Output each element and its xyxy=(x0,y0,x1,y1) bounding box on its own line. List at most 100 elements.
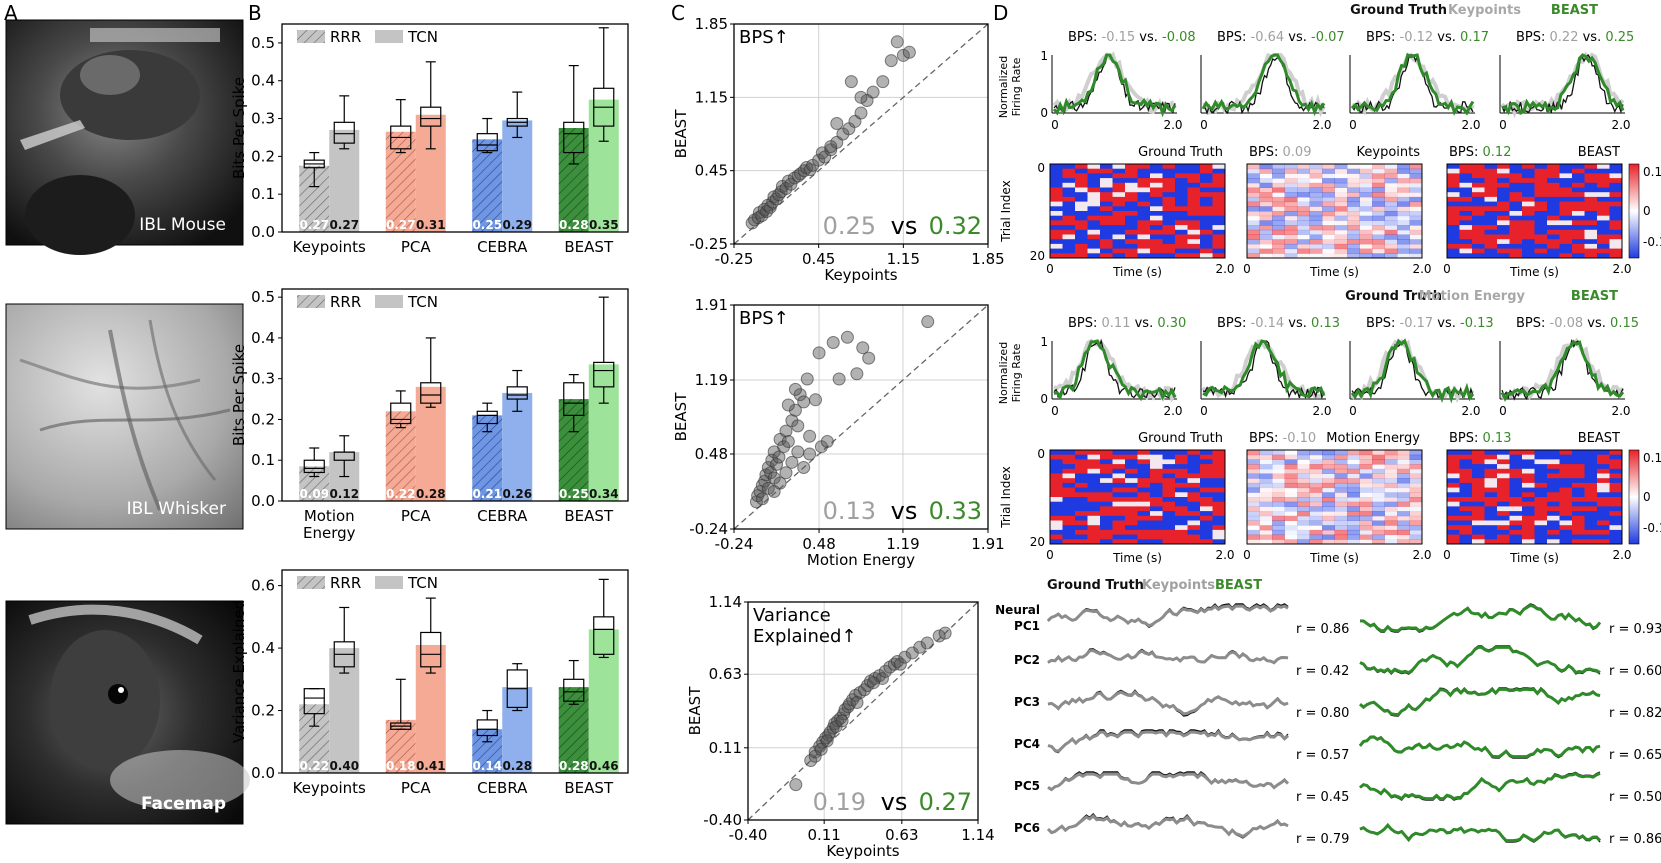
heat-cell xyxy=(1559,201,1573,207)
heat-cell xyxy=(1125,220,1138,226)
scatter-point xyxy=(850,367,864,381)
pc-legend-ground-truth: Ground Truth xyxy=(1047,578,1144,593)
heat-cell xyxy=(1075,173,1088,179)
heat-cell xyxy=(1087,482,1101,489)
scatter-point xyxy=(830,117,844,131)
heat-cell xyxy=(1472,478,1485,484)
heat-cell xyxy=(1509,192,1523,198)
heat-cell xyxy=(1309,225,1323,231)
heat-cell xyxy=(1175,234,1188,240)
heat-cell xyxy=(1447,178,1460,184)
bps-prefix: BPS: xyxy=(1366,30,1400,45)
heat-cell xyxy=(1522,492,1535,498)
heat-cell xyxy=(1447,492,1460,498)
heat-cell xyxy=(1522,173,1535,179)
x-tick-label: 0.48 xyxy=(802,535,835,553)
heat-cell xyxy=(1597,234,1610,240)
heat-cell xyxy=(1447,473,1460,479)
heat-cell xyxy=(1322,178,1335,184)
heat-cell xyxy=(1509,473,1523,479)
axes-frame xyxy=(281,288,629,502)
heat-cell xyxy=(1459,196,1473,203)
heat-cell xyxy=(1297,511,1310,517)
y-tick-label: 0.45 xyxy=(695,162,728,180)
heat-cell xyxy=(1572,201,1585,207)
heat-cell xyxy=(1272,534,1285,540)
box xyxy=(420,382,442,404)
heat-bps-value: 0.12 xyxy=(1483,145,1512,160)
heat-cell xyxy=(1112,539,1126,545)
heat-cell xyxy=(1472,187,1485,193)
heat-cell xyxy=(1384,468,1398,474)
heat-cell xyxy=(1272,497,1285,503)
heat-cell xyxy=(1272,469,1285,474)
heat-cell xyxy=(1547,473,1560,479)
heat-cell xyxy=(1447,520,1460,526)
heat-cell xyxy=(1397,215,1410,221)
heat-cell xyxy=(1547,215,1560,221)
heat-cell xyxy=(1075,192,1088,198)
y-tick-label: 0.2 xyxy=(251,147,275,165)
heat-cell xyxy=(1322,206,1335,212)
axes-frame xyxy=(733,304,989,530)
heat-cell xyxy=(1534,229,1548,235)
heat-cell xyxy=(1137,215,1151,221)
legend-label-rrr: RRR xyxy=(330,293,361,311)
heat-cell xyxy=(1347,454,1360,460)
bps-baseline-value: -0.14 xyxy=(1251,316,1285,331)
legend-beast: BEAST xyxy=(1551,3,1598,18)
heat-cell xyxy=(1062,201,1076,207)
heat-cell xyxy=(1497,534,1510,540)
heat-cell xyxy=(1447,215,1460,221)
heat-cell xyxy=(1075,534,1088,540)
heat-cell xyxy=(1187,487,1201,493)
heat-cell xyxy=(1397,468,1410,474)
heat-cell xyxy=(1200,164,1213,170)
scatter-point xyxy=(791,419,805,433)
bps-vs: vs. xyxy=(1130,316,1157,331)
heat-cell xyxy=(1534,173,1548,179)
heat-cell xyxy=(1409,450,1423,456)
heat-cell xyxy=(1609,225,1623,231)
panel-label-c: C xyxy=(671,1,685,25)
heat-cell xyxy=(1397,450,1410,456)
heat-cell xyxy=(1247,216,1260,221)
heat-cell xyxy=(1075,511,1088,517)
heat-cell xyxy=(1397,248,1410,254)
heat-cell xyxy=(1534,243,1548,250)
heat-cell xyxy=(1112,506,1126,512)
heat-cell xyxy=(1247,253,1260,259)
heat-cell xyxy=(1087,473,1101,479)
heat-cell xyxy=(1259,201,1273,207)
heat-cell xyxy=(1309,168,1323,174)
heat-cell xyxy=(1572,164,1585,170)
heat-cell xyxy=(1397,506,1410,512)
heat-cell xyxy=(1572,234,1585,240)
beast-trace xyxy=(1350,52,1475,116)
heat-cell xyxy=(1609,239,1623,245)
heat-cell xyxy=(1472,473,1485,479)
heat-cell xyxy=(1259,454,1273,460)
heat-cell xyxy=(1372,206,1385,212)
heat-cell xyxy=(1522,478,1535,484)
heat-cell xyxy=(1597,206,1610,212)
heat-cell xyxy=(1260,521,1273,526)
heat-cell xyxy=(1597,178,1610,184)
bps-prefix: BPS: xyxy=(1516,316,1550,331)
scatter-point xyxy=(854,106,868,120)
heat-cell xyxy=(1397,534,1410,540)
heat-cell xyxy=(1547,478,1560,484)
heat-cell xyxy=(1547,501,1560,507)
heat-cell xyxy=(1050,201,1063,207)
heat-cell xyxy=(1459,182,1473,188)
bps-label: BPS: 0.22 vs. 0.25 xyxy=(1516,30,1634,45)
heat-cell xyxy=(1187,239,1201,245)
heat-cell xyxy=(1322,187,1335,193)
heat-cell xyxy=(1584,225,1598,231)
axes-frame xyxy=(281,569,629,774)
heat-cell xyxy=(1472,497,1485,503)
heat-cell xyxy=(1212,487,1226,493)
heat-cell xyxy=(1409,464,1423,470)
heat-cell xyxy=(1559,511,1573,517)
heat-cell xyxy=(1100,178,1113,184)
